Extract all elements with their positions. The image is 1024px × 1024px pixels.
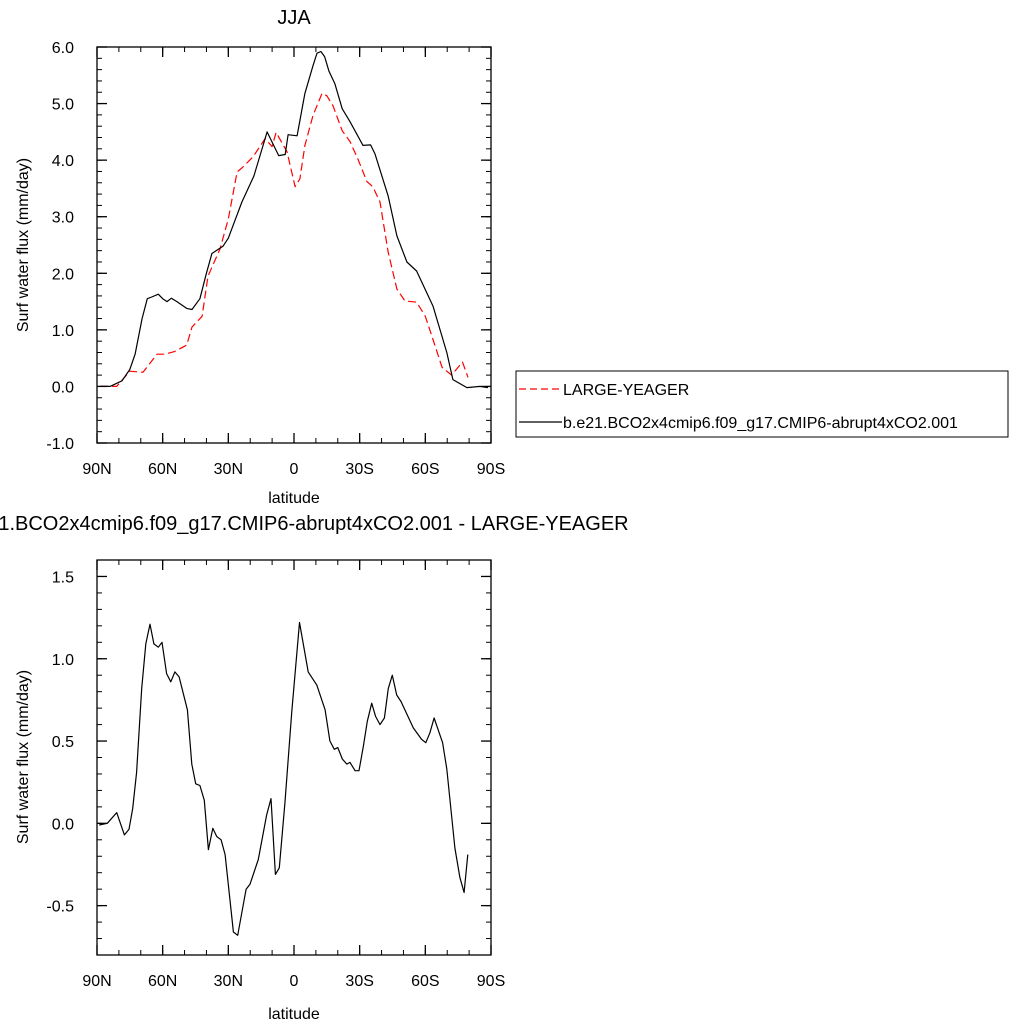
legend: LARGE-YEAGER b.e21.BCO2x4cmip6.f09_g17.C… [515,370,1009,438]
bottom-panel-difference: b.e21.BCO2x4cmip6.f09_g17.CMIP6-abrupt4x… [0,513,629,1023]
x-tick-label: 90N [82,461,111,478]
plot-frame [96,46,492,444]
x-tick-label: 90S [477,973,505,990]
plot-frame [96,559,492,956]
y-tick-label: 3.0 [52,210,74,227]
x-tick-label: 60N [148,461,177,478]
y-tick-label: 6.0 [52,40,74,57]
x-tick-label: 0 [290,973,299,990]
y-tick-label: 1.5 [52,569,74,586]
x-tick-label: 60S [411,461,439,478]
y-tick-label: 1.0 [52,652,74,669]
x-tick-label: 90S [477,461,505,478]
bottom-panel-title: b.e21.BCO2x4cmip6.f09_g17.CMIP6-abrupt4x… [0,513,629,535]
x-tick-label: 60N [148,973,177,990]
top-panel-jja: JJA latitude Surf water flux (mm/day) 90… [15,7,505,507]
y-tick-label: -1.0 [46,436,74,453]
top-panel-x-axis-label: latitude [268,490,320,507]
legend-box [515,370,1009,438]
x-tick-label: 30N [214,973,243,990]
bottom-panel-x-axis-label: latitude [268,1006,320,1023]
x-tick-label: 90N [82,973,111,990]
y-tick-label: 1.0 [52,323,74,340]
legend-label-large-yeager: LARGE-YEAGER [563,382,689,399]
x-tick-label: 30S [345,973,373,990]
y-tick-label: 0.0 [52,379,74,396]
series-line-difference [99,621,469,936]
x-tick-label: 60S [411,973,439,990]
y-tick-label: 0.0 [52,816,74,833]
y-tick-label: -0.5 [46,899,74,916]
series-line-large-yeager [100,92,469,387]
x-tick-label: 0 [290,461,299,478]
y-tick-label: 4.0 [52,153,74,170]
legend-label-abrupt4xco2: b.e21.BCO2x4cmip6.f09_g17.CMIP6-abrupt4x… [563,415,958,432]
y-tick-label: 2.0 [52,266,74,283]
y-tick-label: 0.5 [52,734,74,751]
x-tick-label: 30N [214,461,243,478]
x-tick-label: 30S [345,461,373,478]
y-tick-label: 5.0 [52,97,74,114]
bottom-panel-y-axis-label: Surf water flux (mm/day) [15,670,32,844]
top-panel-title: JJA [277,7,311,29]
series-line-b-e21-bco2x4cmip6-f09-g17-cmip6-abrupt4xco2-001 [100,50,488,389]
top-panel-y-axis-label: Surf water flux (mm/day) [15,158,32,332]
